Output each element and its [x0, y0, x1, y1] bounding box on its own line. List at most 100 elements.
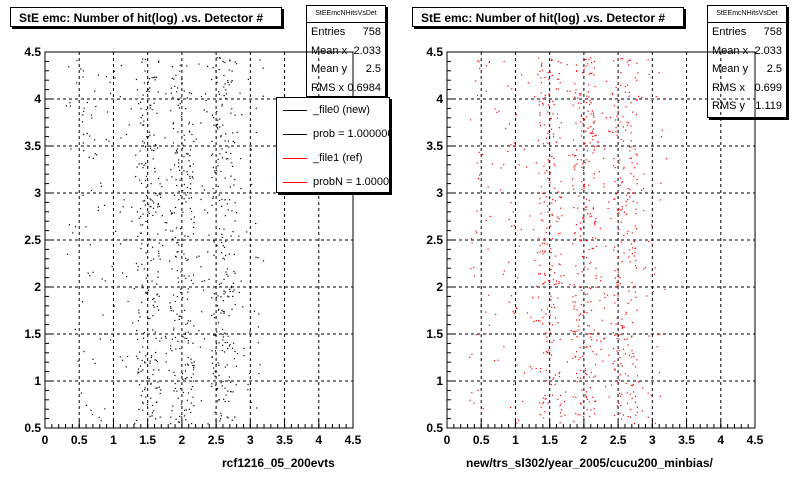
right-scatter-point [612, 131, 614, 133]
right-scatter-point [591, 215, 593, 217]
right-scatter-point [539, 371, 541, 373]
right-scatter-point [621, 365, 623, 367]
left-scatter-point [142, 337, 145, 339]
right-scatter-point [576, 330, 578, 332]
left-scatter-point [150, 206, 152, 208]
right-scatter-point [608, 354, 610, 356]
left-scatter-point [147, 81, 149, 83]
left-scatter-point [175, 179, 177, 181]
right-scatter-point [595, 275, 597, 277]
left-scatter-point [179, 415, 181, 417]
right-scatter-point [617, 271, 619, 273]
right-scatter-point [594, 221, 597, 223]
left-scatter-point [152, 258, 155, 260]
left-scatter-point [145, 186, 147, 188]
right-scatter-point [590, 409, 592, 411]
right-stats-value: 2.5 [766, 63, 782, 75]
left-scatter-point [220, 382, 222, 384]
right-scatter-point [609, 117, 612, 119]
left-scatter-point [145, 252, 147, 254]
left-scatter-point [181, 116, 183, 118]
right-scatter-point [549, 118, 551, 120]
left-scatter-point [148, 91, 150, 93]
right-scatter-point [507, 150, 509, 153]
right-scatter-point [632, 352, 634, 355]
right-scatter-point [549, 182, 551, 184]
left-scatter-point [171, 176, 173, 178]
left-scatter-point [125, 366, 127, 368]
right-scatter-point [573, 166, 575, 168]
left-scatter-point [140, 182, 143, 185]
left-scatter-point [182, 239, 184, 241]
right-scatter-point [583, 416, 585, 418]
right-scatter-point [618, 379, 620, 381]
right-scatter-point [471, 242, 473, 244]
left-scatter-point [255, 222, 257, 225]
left-scatter-point [176, 91, 178, 93]
right-scatter-point [581, 181, 583, 183]
right-scatter-point [549, 314, 551, 316]
left-scatter-point [178, 315, 180, 317]
right-scatter-point [560, 62, 562, 64]
left-scatter-point [222, 380, 224, 383]
right-scatter-point [597, 332, 599, 334]
right-scatter-point [588, 59, 590, 61]
right-scatter-point [549, 332, 551, 334]
left-scatter-point [192, 373, 194, 375]
right-stats-value: 2.033 [754, 44, 782, 57]
left-scatter-point [164, 335, 167, 337]
right-scatter-point [554, 383, 556, 385]
right-scatter-point [632, 383, 634, 386]
left-scatter-point [144, 179, 147, 181]
right-scatter-point [582, 117, 584, 120]
left-scatter-point [141, 284, 143, 286]
left-scatter-point [177, 87, 179, 89]
right-scatter-point [537, 139, 540, 142]
right-scatter-point [580, 93, 582, 95]
left-scatter-point [242, 306, 244, 308]
left-scatter-point [236, 131, 238, 133]
left-scatter-point [178, 190, 180, 192]
right-scatter-point [620, 177, 622, 179]
right-scatter-point [594, 222, 596, 224]
left-scatter-point [226, 416, 228, 418]
left-scatter-point [123, 199, 125, 201]
left-scatter-point [192, 396, 194, 398]
right-scatter-point [542, 403, 544, 405]
right-scatter-point [656, 346, 658, 348]
right-scatter-point [539, 413, 542, 416]
left-scatter-point [181, 185, 183, 187]
left-scatter-point [139, 215, 142, 218]
right-scatter-point [533, 320, 535, 323]
right-scatter-point [537, 73, 539, 76]
right-scatter-point [629, 188, 631, 191]
left-scatter-point [196, 256, 198, 258]
left-scatter-point [220, 170, 222, 173]
right-scatter-point [555, 280, 558, 282]
right-scatter-point [548, 93, 550, 95]
left-scatter-point [189, 92, 191, 94]
left-scatter-point [183, 253, 185, 255]
left-y-tick-label: 2 [34, 280, 41, 294]
left-scatter-point [140, 232, 143, 234]
left-scatter-point [179, 348, 181, 350]
left-scatter-point [72, 232, 74, 234]
right-scatter-point [622, 140, 625, 142]
left-scatter-point [233, 358, 235, 360]
left-scatter-point [80, 392, 82, 394]
right-scatter-point [542, 282, 545, 285]
left-scatter-point [187, 258, 189, 261]
right-scatter-point [659, 395, 661, 397]
right-scatter-point [590, 261, 592, 263]
right-scatter-point [542, 192, 544, 194]
left-scatter-point [152, 214, 154, 217]
right-scatter-point [650, 394, 652, 396]
left-scatter-point [104, 280, 106, 282]
right-scatter-point [614, 270, 616, 272]
right-scatter-point [543, 417, 545, 419]
right-scatter-point [551, 394, 554, 396]
left-scatter-point [186, 399, 188, 401]
left-scatter-point [223, 398, 225, 400]
left-scatter-point [212, 153, 214, 155]
left-scatter-point [153, 297, 155, 299]
